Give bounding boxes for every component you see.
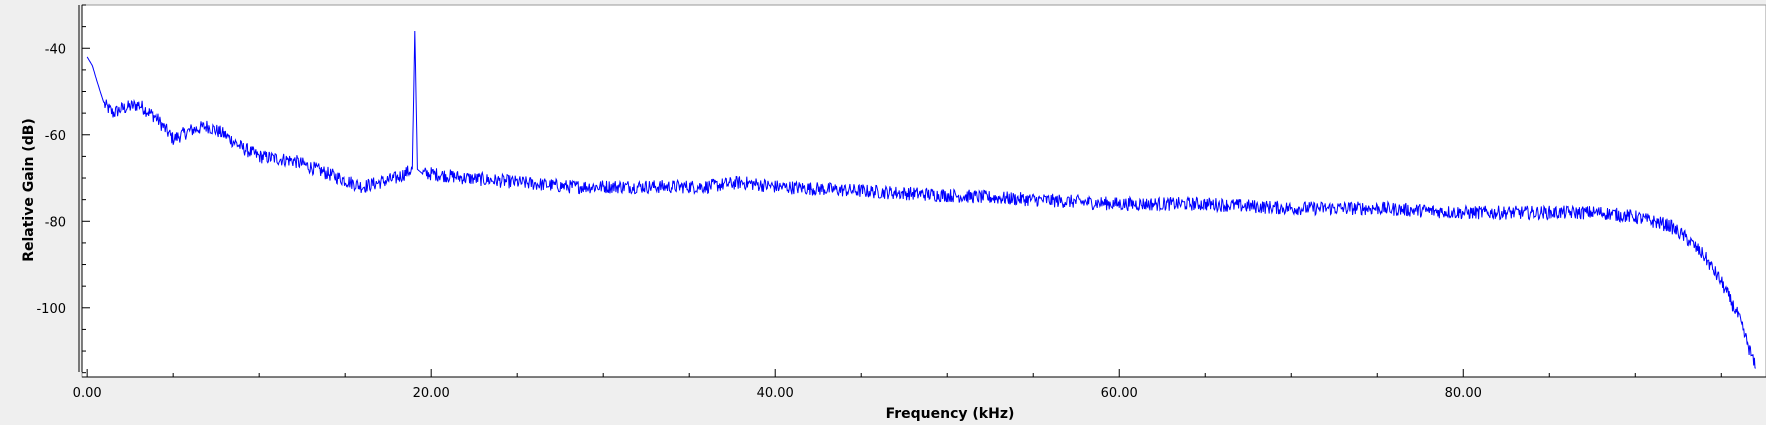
plot-area <box>81 4 1766 378</box>
series-line <box>86 30 1756 369</box>
x-tick-label: 0.00 <box>73 386 102 401</box>
y-tick-label: -100 <box>36 302 66 317</box>
y-tick-label: -40 <box>45 42 66 57</box>
tick-labels: 0.00 20.00 40.00 60.00 80.00 -40 -60 -80 -100 <box>36 42 1481 401</box>
x-tick-label: 20.00 <box>413 386 450 401</box>
x-tick-label: 40.00 <box>757 386 794 401</box>
x-tick-label: 60.00 <box>1101 386 1138 401</box>
y-tick-label: -80 <box>45 215 66 230</box>
axis-ticks <box>82 4 1722 377</box>
x-tick-label: 80.00 <box>1445 386 1482 401</box>
y-axis-title: Relative Gain (dB) <box>21 118 37 262</box>
x-axis-title: Frequency (kHz) <box>886 406 1015 422</box>
y-tick-label: -60 <box>45 129 66 144</box>
